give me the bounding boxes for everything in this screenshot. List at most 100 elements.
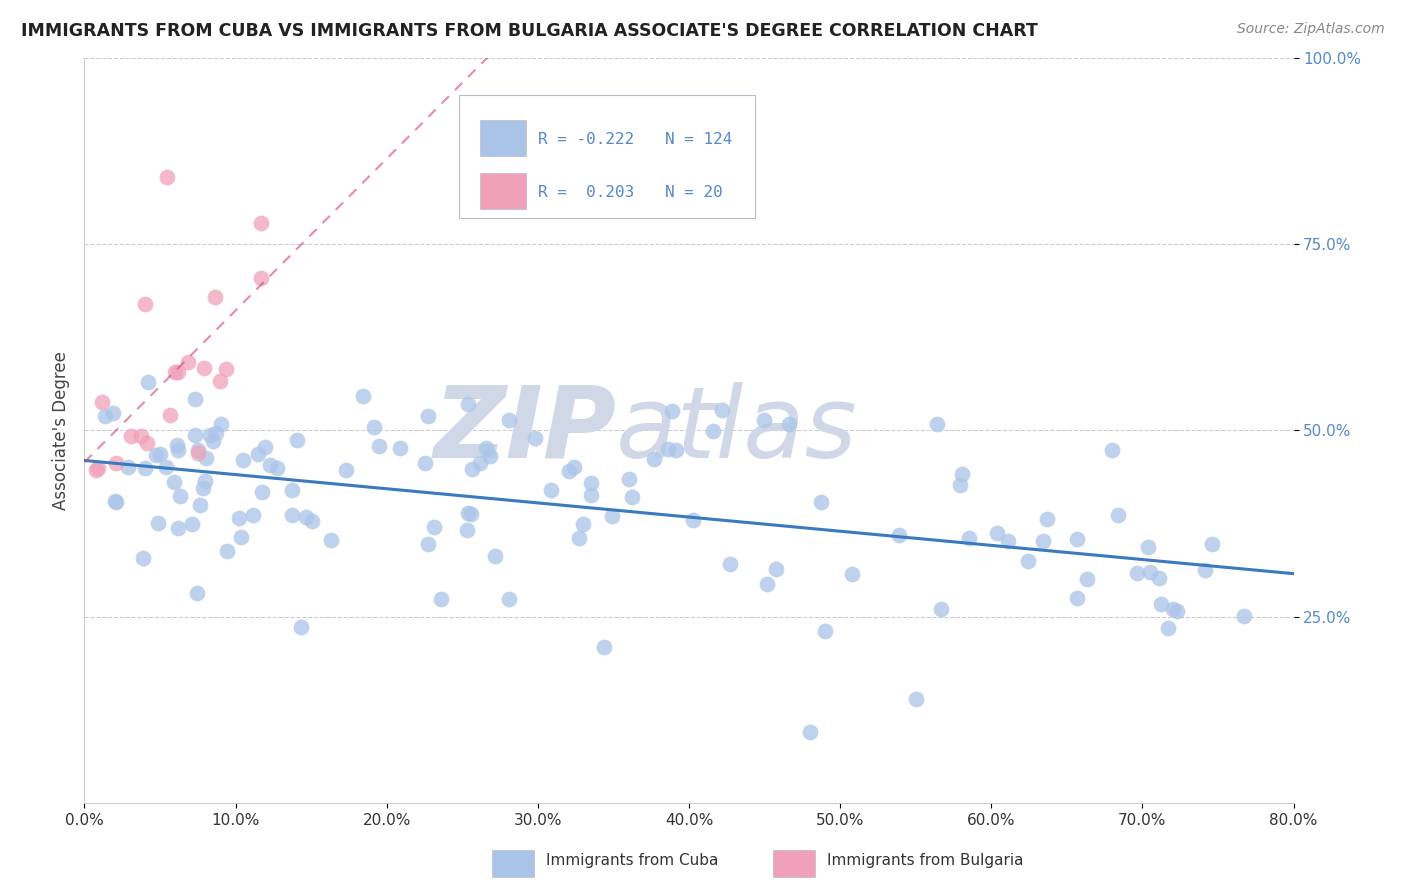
Point bbox=[321, 533, 343, 548]
Point bbox=[93, 409, 115, 424]
Point bbox=[215, 544, 238, 558]
Point bbox=[718, 558, 741, 572]
Point bbox=[1150, 597, 1173, 611]
Point bbox=[1201, 537, 1223, 551]
Point bbox=[416, 409, 439, 424]
Point bbox=[1147, 571, 1170, 585]
Point bbox=[249, 215, 271, 229]
Point bbox=[475, 442, 498, 456]
Point bbox=[620, 491, 643, 505]
Point bbox=[1136, 540, 1159, 554]
Text: R =  0.203: R = 0.203 bbox=[538, 185, 634, 200]
Point bbox=[104, 493, 127, 508]
Point bbox=[1166, 604, 1188, 618]
Point bbox=[562, 460, 585, 475]
Point bbox=[997, 533, 1019, 548]
Point bbox=[204, 426, 226, 441]
Point bbox=[484, 549, 506, 563]
Text: N = 124: N = 124 bbox=[665, 133, 733, 147]
Point bbox=[929, 602, 952, 616]
Point bbox=[247, 447, 270, 461]
Point bbox=[925, 417, 948, 431]
Point bbox=[352, 389, 374, 403]
Point bbox=[335, 463, 357, 477]
Point bbox=[368, 439, 391, 453]
Point bbox=[460, 507, 482, 521]
Point bbox=[190, 498, 212, 512]
Point bbox=[163, 475, 186, 489]
Point bbox=[1157, 621, 1180, 635]
Point bbox=[156, 170, 179, 185]
Point bbox=[1031, 534, 1053, 549]
Point bbox=[986, 526, 1008, 541]
Point bbox=[86, 461, 108, 475]
Point bbox=[194, 474, 217, 488]
Point bbox=[290, 620, 312, 634]
Point bbox=[1036, 512, 1059, 526]
Point bbox=[1066, 532, 1088, 546]
Point bbox=[498, 592, 520, 607]
Point bbox=[643, 451, 665, 466]
Point bbox=[208, 374, 231, 388]
Point bbox=[200, 427, 222, 442]
Point bbox=[117, 460, 139, 475]
Point bbox=[165, 365, 187, 379]
Point bbox=[281, 508, 304, 523]
Y-axis label: Associate's Degree: Associate's Degree bbox=[52, 351, 70, 510]
Point bbox=[904, 691, 927, 706]
Point bbox=[250, 270, 273, 285]
Point bbox=[1107, 508, 1129, 523]
Bar bbox=[479, 173, 526, 209]
Point bbox=[228, 511, 250, 525]
Point bbox=[146, 516, 169, 531]
Point bbox=[129, 429, 152, 443]
Point bbox=[498, 413, 520, 427]
Point bbox=[135, 435, 157, 450]
Point bbox=[145, 448, 167, 462]
Point bbox=[416, 536, 439, 550]
Point bbox=[456, 523, 478, 537]
Text: Immigrants from Bulgaria: Immigrants from Bulgaria bbox=[827, 854, 1024, 868]
Point bbox=[259, 458, 281, 473]
Text: R = -0.222: R = -0.222 bbox=[538, 133, 634, 147]
Point bbox=[253, 440, 276, 454]
Point bbox=[568, 531, 591, 545]
Point bbox=[295, 510, 318, 524]
Point bbox=[166, 438, 188, 452]
Point bbox=[1194, 563, 1216, 577]
Point bbox=[457, 397, 479, 411]
Text: ZIP: ZIP bbox=[433, 382, 616, 479]
Point bbox=[841, 567, 863, 582]
Point bbox=[461, 461, 484, 475]
Point bbox=[242, 508, 264, 522]
Point bbox=[301, 514, 323, 528]
Point bbox=[184, 392, 207, 406]
Point bbox=[1233, 609, 1256, 624]
Point bbox=[266, 460, 288, 475]
Point bbox=[558, 464, 581, 478]
Point bbox=[181, 516, 204, 531]
Point bbox=[186, 586, 208, 600]
Point bbox=[1139, 566, 1161, 580]
Point bbox=[1017, 554, 1039, 568]
Point bbox=[422, 520, 444, 534]
Point bbox=[104, 456, 127, 470]
Point bbox=[363, 420, 385, 434]
Point bbox=[167, 365, 190, 379]
Point bbox=[957, 531, 980, 545]
Point bbox=[814, 624, 837, 639]
Point bbox=[710, 402, 733, 417]
Point bbox=[949, 477, 972, 491]
Point bbox=[457, 506, 479, 520]
Point bbox=[754, 413, 776, 427]
Point bbox=[186, 446, 208, 460]
Point bbox=[132, 550, 155, 565]
Point bbox=[579, 488, 602, 502]
Point bbox=[810, 495, 832, 509]
Point bbox=[281, 483, 304, 497]
Point bbox=[167, 521, 190, 535]
Point bbox=[756, 577, 779, 591]
Point bbox=[470, 456, 492, 470]
Point bbox=[388, 441, 411, 455]
Point bbox=[250, 484, 273, 499]
